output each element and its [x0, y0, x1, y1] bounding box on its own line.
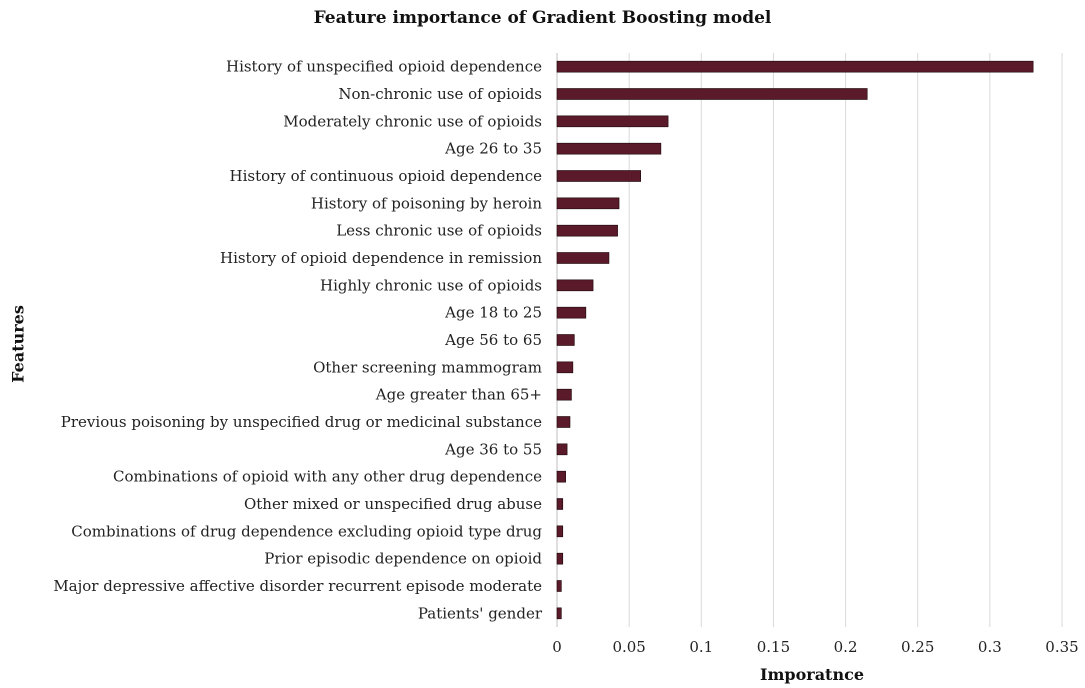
- bar: [556, 498, 564, 510]
- category-label: Highly chronic use of opioids: [320, 276, 542, 294]
- category-label: Previous poisoning by unspecified drug o…: [61, 413, 542, 431]
- x-tick-label: 0.05: [612, 638, 645, 656]
- bar: [556, 279, 594, 292]
- y-axis-title: Features: [8, 305, 28, 383]
- category-label: Combinations of opioid with any other dr…: [113, 468, 542, 486]
- bar: [556, 197, 620, 210]
- category-label: Combinations of drug dependence excludin…: [71, 522, 542, 540]
- bar: [556, 416, 571, 428]
- category-label: Patients' gender: [418, 604, 543, 622]
- category-label: Age 56 to 65: [444, 331, 542, 349]
- bar: [556, 552, 564, 565]
- x-tick-label: 0.2: [834, 638, 858, 656]
- x-tick-label: 0.1: [689, 638, 713, 656]
- bar: [556, 443, 568, 456]
- x-tick-label: 0.3: [978, 638, 1002, 656]
- category-label: Other screening mammogram: [313, 358, 542, 376]
- bar: [556, 306, 587, 319]
- bar: [556, 525, 564, 538]
- bar: [556, 60, 1034, 73]
- category-label: Age greater than 65+: [375, 386, 542, 404]
- category-label: History of poisoning by heroin: [311, 194, 542, 212]
- x-tick-label: 0: [552, 638, 562, 656]
- category-label: History of unspecified opioid dependence: [226, 58, 542, 76]
- category-label: Age 26 to 35: [444, 140, 542, 158]
- x-tick-label: 0.25: [901, 638, 934, 656]
- category-label: Major depressive affective disorder recu…: [53, 577, 542, 595]
- category-label: Other mixed or unspecified drug abuse: [244, 495, 542, 513]
- category-label: History of continuous opioid dependence: [230, 167, 543, 185]
- x-axis-title: Imporatnce: [759, 665, 864, 684]
- bar: [556, 607, 562, 620]
- bar: [556, 115, 669, 128]
- chart-title: Feature importance of Gradient Boosting …: [313, 8, 772, 28]
- bar: [556, 470, 566, 483]
- category-label: Age 36 to 55: [444, 440, 542, 458]
- bar: [556, 361, 574, 374]
- category-label: Less chronic use of opioids: [336, 222, 542, 240]
- category-label: Prior episodic dependence on opioid: [264, 550, 542, 568]
- bar: [556, 580, 562, 592]
- category-label: Non-chronic use of opioids: [338, 85, 542, 103]
- bar: [556, 252, 610, 264]
- category-label: Age 18 to 25: [444, 304, 542, 322]
- bar: [556, 224, 618, 237]
- x-tick-label: 0.35: [1045, 638, 1078, 656]
- bar: [556, 388, 572, 401]
- bar: [556, 142, 662, 155]
- category-label: History of opioid dependence in remissio…: [220, 249, 542, 267]
- x-tick-label: 0.15: [757, 638, 790, 656]
- bar: [556, 88, 868, 100]
- bar: [556, 170, 641, 182]
- category-label: Moderately chronic use of opioids: [283, 112, 542, 130]
- bar: [556, 334, 575, 346]
